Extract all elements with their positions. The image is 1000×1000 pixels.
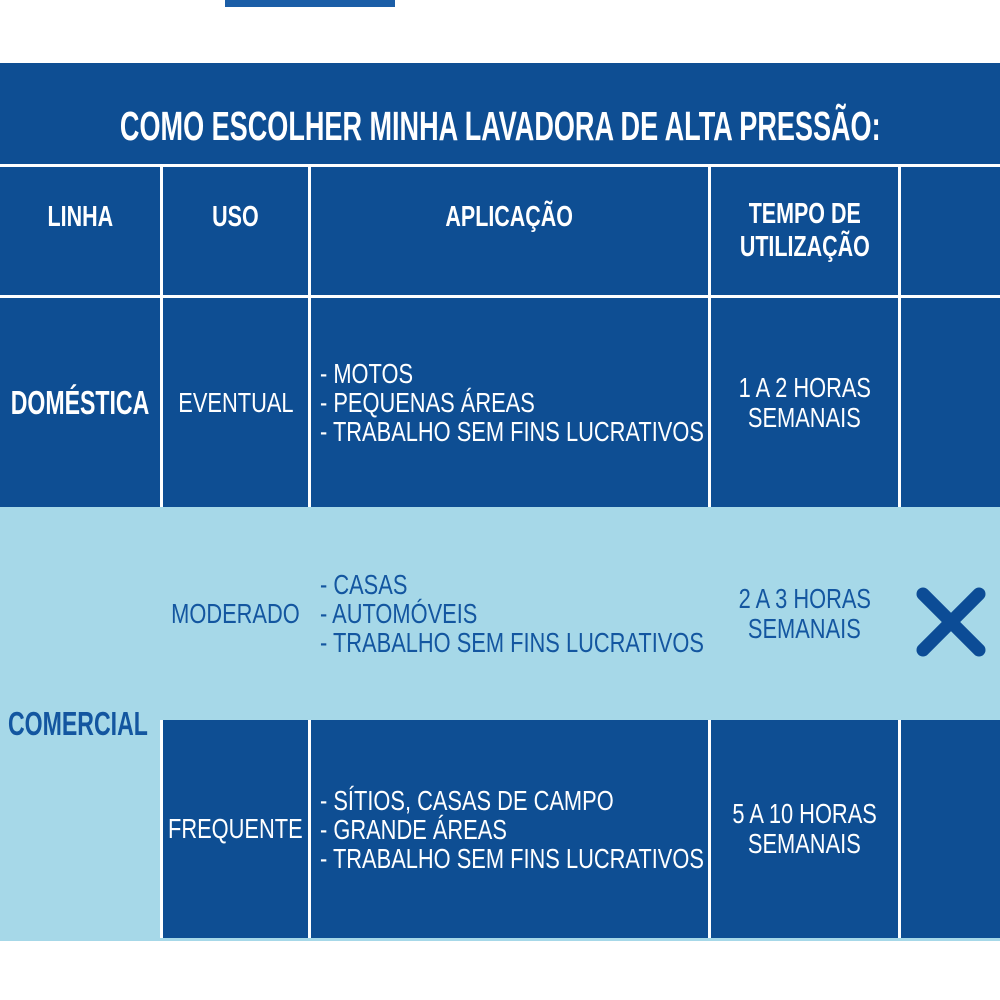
- tempo-line: SEMANAIS: [748, 401, 861, 433]
- top-accent-bar: [225, 0, 395, 7]
- cell-tempo-frequente: 5 A 10 HORAS SEMANAIS: [711, 720, 898, 938]
- cell-tempo-moderado: 2 A 3 HORAS SEMANAIS: [711, 507, 898, 720]
- cell-tempo-eventual: 1 A 2 HORAS SEMANAIS: [711, 298, 898, 507]
- header-cell-uso: USO: [163, 167, 308, 295]
- bullet-item: - PEQUENAS ÁREAS: [320, 387, 535, 418]
- cell-uso-frequente: FREQUENTE: [163, 720, 308, 938]
- cell-uso-moderado: MODERADO: [163, 507, 308, 720]
- tempo-line: 1 A 2 HORAS: [738, 371, 871, 403]
- grid-divider: [160, 720, 163, 938]
- header-label-aplicacao: APLICAÇÃO: [445, 200, 574, 233]
- label-frequente: FREQUENTE: [168, 813, 303, 844]
- header-label-tempo-line1: TEMPO DE: [748, 198, 861, 230]
- header-label-linha: LINHA: [47, 200, 113, 233]
- cell-linha-comercial: COMERCIAL: [8, 507, 163, 941]
- tempo-line: SEMANAIS: [748, 612, 861, 644]
- bullet-item: - AUTOMÓVEIS: [320, 598, 478, 629]
- tempo-line: 5 A 10 HORAS: [732, 798, 877, 829]
- page-title: COMO ESCOLHER MINHA LAVADORA DE ALTA PRE…: [119, 103, 881, 149]
- header-label-uso: USO: [212, 200, 259, 233]
- grid-divider: [708, 720, 711, 938]
- header-cell-linha: LINHA: [0, 167, 160, 295]
- cell-linha-domestica: DOMÉSTICA: [0, 298, 160, 507]
- label-moderado: MODERADO: [171, 597, 300, 629]
- grid-divider: [308, 720, 311, 938]
- header-cell-tempo: TEMPO DE UTILIZAÇÃO: [711, 167, 898, 295]
- cell-aplicacao-moderado: - CASAS - AUTOMÓVEIS - TRABALHO SEM FINS…: [311, 507, 708, 720]
- header-label-tempo-line2: UTILIZAÇÃO: [739, 231, 870, 263]
- cell-aplicacao-frequente: - SÍTIOS, CASAS DE CAMPO - GRANDE ÁREAS …: [311, 720, 708, 938]
- row-frequente-block: [163, 720, 1000, 938]
- bullet-item: - TRABALHO SEM FINS LUCRATIVOS: [320, 416, 704, 447]
- grid-divider: [898, 720, 901, 938]
- bullet-item: - SÍTIOS, CASAS DE CAMPO: [320, 784, 614, 816]
- bullet-item: - TRABALHO SEM FINS LUCRATIVOS: [320, 842, 704, 874]
- table-title-band: COMO ESCOLHER MINHA LAVADORA DE ALTA PRE…: [0, 63, 1000, 164]
- header-cell-marker: [901, 167, 1000, 295]
- label-eventual: EVENTUAL: [177, 386, 294, 418]
- label-domestica: DOMÉSTICA: [10, 383, 150, 421]
- bullet-item: - GRANDE ÁREAS: [320, 813, 507, 845]
- tempo-line: 2 A 3 HORAS: [738, 582, 871, 614]
- bullet-item: - CASAS: [320, 569, 408, 600]
- tempo-line: SEMANAIS: [748, 828, 861, 859]
- cell-marker-moderado: [901, 507, 1000, 720]
- cell-marker-eventual: [901, 298, 1000, 507]
- cell-uso-eventual: EVENTUAL: [163, 298, 308, 507]
- cell-aplicacao-eventual: - MOTOS - PEQUENAS ÁREAS - TRABALHO SEM …: [311, 298, 708, 507]
- bullet-item: - TRABALHO SEM FINS LUCRATIVOS: [320, 627, 704, 658]
- bullet-item: - MOTOS: [320, 358, 414, 389]
- x-mark-icon: [916, 587, 985, 656]
- header-cell-aplicacao: APLICAÇÃO: [311, 167, 708, 295]
- label-comercial: COMERCIAL: [8, 705, 148, 742]
